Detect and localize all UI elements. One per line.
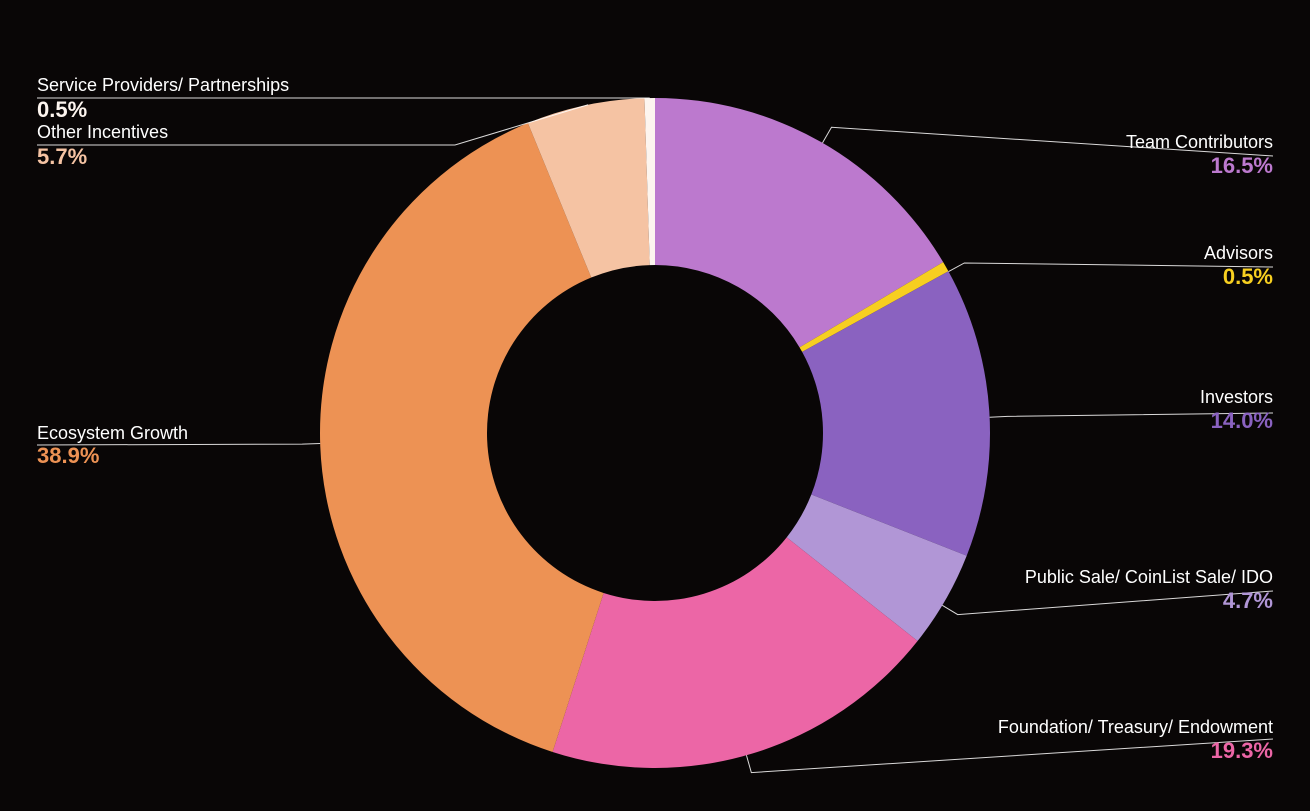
label-value-other: 5.7%	[37, 144, 87, 169]
label-value-foundation: 19.3%	[1211, 738, 1273, 763]
label-title-service: Service Providers/ Partnerships	[37, 75, 289, 95]
label-value-team: 16.5%	[1211, 153, 1273, 178]
label-value-public: 4.7%	[1223, 588, 1273, 613]
donut-chart: Team Contributors16.5%Advisors0.5%Invest…	[0, 0, 1310, 811]
label-title-advisors: Advisors	[1204, 243, 1273, 263]
label-title-ecosystem: Ecosystem Growth	[37, 423, 188, 443]
label-value-ecosystem: 38.9%	[37, 443, 99, 468]
label-title-foundation: Foundation/ Treasury/ Endowment	[998, 717, 1273, 737]
label-title-investors: Investors	[1200, 387, 1273, 407]
label-value-service: 0.5%	[37, 97, 87, 122]
label-title-other: Other Incentives	[37, 122, 168, 142]
label-title-public: Public Sale/ CoinList Sale/ IDO	[1025, 567, 1273, 587]
label-value-investors: 14.0%	[1211, 408, 1273, 433]
label-title-team: Team Contributors	[1126, 132, 1273, 152]
label-value-advisors: 0.5%	[1223, 264, 1273, 289]
